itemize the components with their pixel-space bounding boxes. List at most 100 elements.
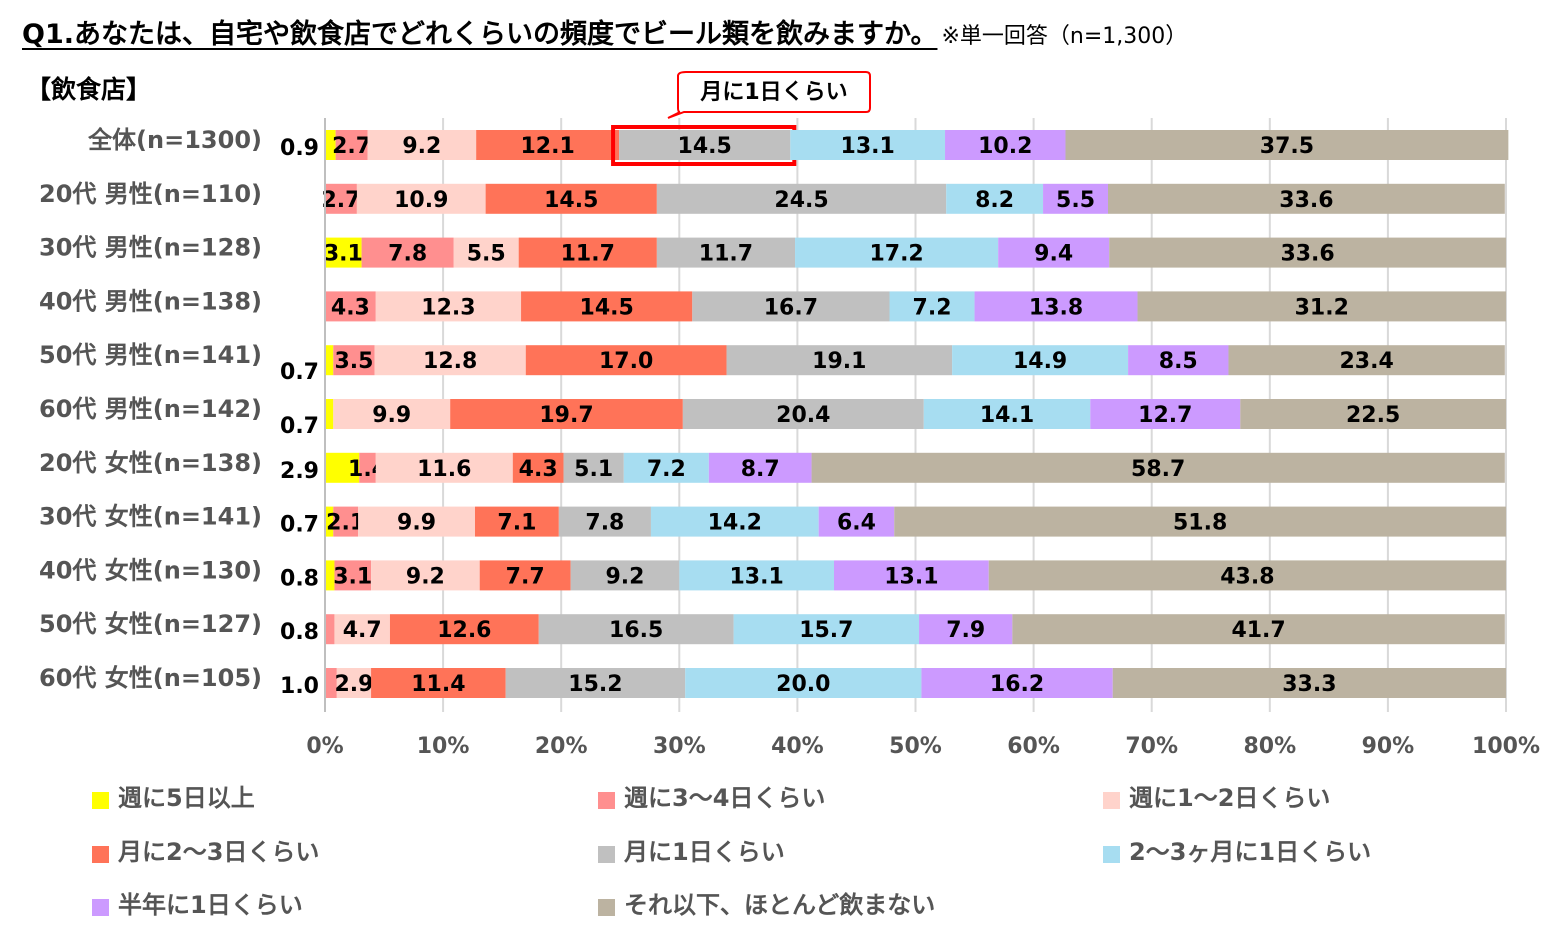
data-label: 19.7	[539, 403, 593, 428]
bar-segment	[811, 452, 1505, 483]
bar-segment	[733, 614, 920, 645]
bar-segment	[453, 237, 519, 268]
x-tick-label: 30%	[653, 734, 706, 759]
bar-segment	[921, 668, 1113, 698]
legend-label: 週に1～2日くらい	[1129, 784, 1330, 812]
data-label: 7.7	[506, 564, 545, 589]
data-label: 12.6	[437, 618, 491, 643]
x-tick-label: 10%	[417, 734, 470, 759]
category-label: 20代 男性(n=110)	[39, 180, 262, 208]
data-label: 12.8	[423, 349, 477, 374]
data-label: 13.1	[884, 564, 938, 589]
bar-segment	[479, 560, 571, 591]
bar-segment	[570, 560, 680, 591]
category-label: 30代 女性(n=141)	[39, 503, 262, 531]
data-label: 19.1	[812, 349, 866, 374]
bar-segment	[325, 560, 335, 591]
data-label: 9.2	[406, 564, 445, 589]
chart-title: Q1.あなたは、自宅や飲食店でどれくらいの頻度でビール類を飲みますか。 ※単一回答…	[22, 12, 1187, 51]
data-label: 2.9	[280, 459, 319, 484]
bar-segment	[923, 399, 1091, 429]
data-label: 4.7	[343, 618, 382, 643]
legend-label: 月に1日くらい	[623, 838, 785, 866]
data-label: 0.7	[280, 414, 319, 439]
legend-swatch	[1103, 846, 1120, 863]
x-tick-label: 50%	[889, 734, 942, 759]
callout-text: 月に1日くらい	[699, 80, 847, 105]
category-label: 50代 女性(n=127)	[39, 610, 262, 638]
callout-bubble	[667, 71, 871, 119]
data-label: 5.5	[467, 242, 506, 267]
bar-segment	[375, 452, 513, 483]
x-tick-label: 40%	[771, 734, 824, 759]
bar-segment	[818, 506, 895, 537]
data-label: 0.9	[280, 136, 319, 161]
note-text: ※単一回答（n=1,300）	[941, 24, 1188, 49]
bar-segment	[474, 506, 559, 537]
title-text: Q1.あなたは、自宅や飲食店でどれくらいの頻度でビール類を飲みますか。	[22, 19, 938, 50]
bar-segment	[334, 560, 372, 591]
bar-segment	[1228, 345, 1505, 376]
bar-segment	[325, 399, 334, 429]
bar-segment	[485, 183, 657, 214]
bar-segment	[325, 237, 362, 268]
x-tick-label: 20%	[535, 734, 588, 759]
data-label: 31.2	[1295, 295, 1349, 320]
data-label: 0.7	[280, 513, 319, 538]
bar-segment	[450, 399, 683, 429]
bar-segment	[358, 506, 475, 537]
legend-label: 2～3ヶ月に1日くらい	[1129, 838, 1371, 866]
bar-segment	[834, 560, 989, 591]
legend-swatch	[598, 792, 615, 809]
bar-segment	[790, 130, 946, 160]
data-label: 5.5	[1056, 188, 1095, 213]
bar-segment	[1109, 237, 1506, 268]
category-label: 50代 男性(n=141)	[39, 341, 262, 369]
data-label: 20.0	[776, 672, 830, 697]
bar-segment	[356, 183, 486, 214]
bar-segment	[525, 345, 727, 376]
bar-segment	[512, 452, 564, 483]
data-label: 13.1	[730, 564, 784, 589]
bar-segment	[1043, 183, 1109, 214]
bar-segment	[946, 183, 1044, 214]
legend-label: 半年に1日くらい	[118, 891, 303, 919]
bar-segment	[359, 452, 376, 483]
data-label: 14.5	[678, 134, 732, 159]
data-label: 0.7	[280, 360, 319, 385]
category-label: 60代 男性(n=142)	[39, 395, 262, 423]
x-tick-label: 60%	[1007, 734, 1060, 759]
data-label: 7.2	[647, 457, 686, 482]
data-label: 11.7	[561, 242, 615, 267]
data-label: 16.5	[609, 618, 663, 643]
bar-segment	[325, 506, 334, 537]
data-label: 23.4	[1340, 349, 1394, 374]
bar-segment	[333, 506, 359, 537]
category-label: 30代 男性(n=128)	[39, 234, 262, 262]
data-label: 9.9	[397, 511, 436, 536]
legend-label: 週に3～4日くらい	[624, 784, 825, 812]
data-label: 4.3	[331, 295, 370, 320]
data-label: 5.1	[574, 457, 613, 482]
data-label: 2.7	[332, 134, 371, 159]
data-label: 13.1	[841, 134, 895, 159]
bar-segment	[726, 345, 953, 376]
data-label: 7.8	[388, 242, 427, 267]
legend-swatch	[1103, 792, 1120, 809]
x-tick-label: 90%	[1362, 734, 1415, 759]
bar-segment	[1065, 130, 1509, 160]
bar-segment	[333, 345, 375, 376]
bar-segment	[325, 130, 336, 160]
bar-segment	[563, 452, 624, 483]
category-label: 40代 女性(n=130)	[39, 556, 262, 584]
data-label: 14.5	[580, 295, 634, 320]
bar-segment	[367, 130, 477, 160]
data-label: 2.9	[334, 672, 373, 697]
bar-segment	[945, 130, 1066, 160]
legend-swatch	[598, 899, 615, 916]
data-label: 12.1	[520, 134, 574, 159]
legend-label: 週に5日以上	[118, 784, 255, 812]
data-label: 16.7	[764, 295, 818, 320]
data-label: 15.7	[799, 618, 853, 643]
